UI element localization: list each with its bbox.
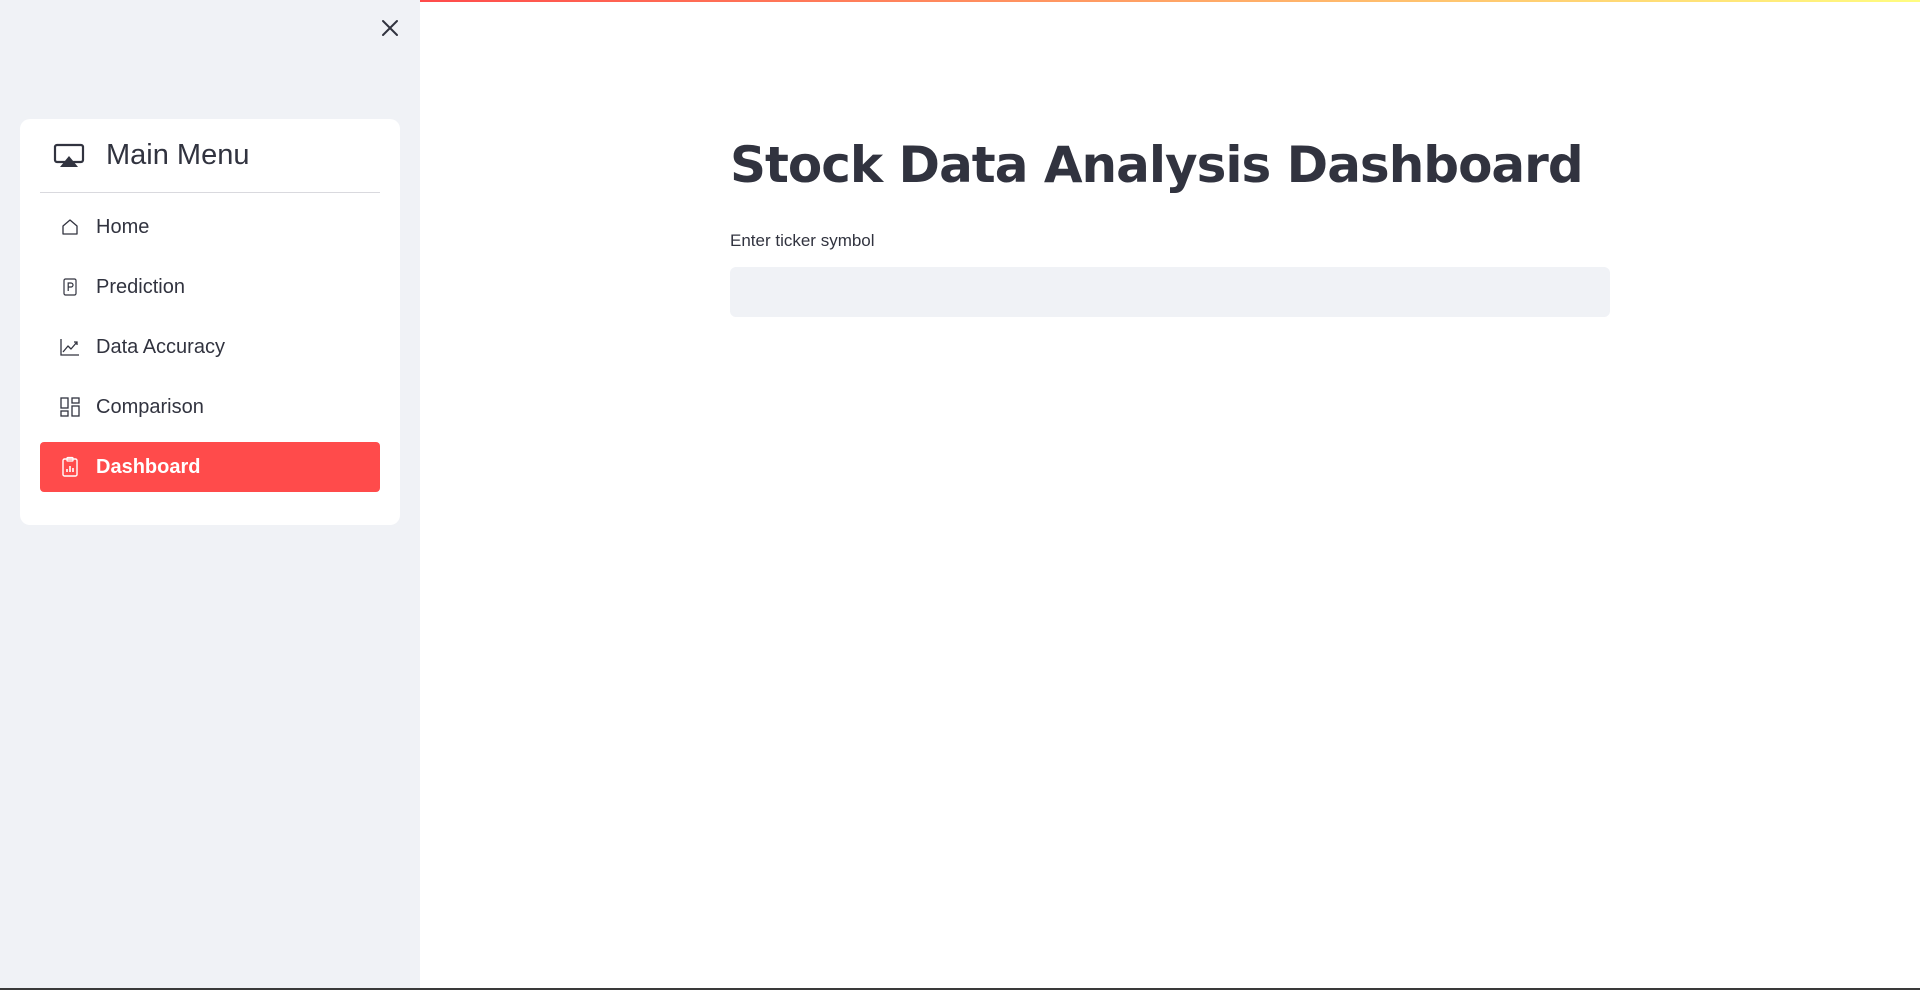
airplay-icon (53, 142, 85, 170)
menu-item-label: Comparison (96, 395, 204, 418)
p-square-icon (59, 276, 81, 298)
grid-icon (59, 396, 81, 418)
menu-item-prediction[interactable]: Prediction (40, 262, 380, 312)
menu-item-label: Prediction (96, 275, 185, 298)
page-title: Stock Data Analysis Dashboard (730, 136, 1584, 194)
ticker-input-label: Enter ticker symbol (730, 231, 875, 250)
menu-item-label: Dashboard (96, 455, 201, 478)
menu-item-comparison[interactable]: Comparison (40, 382, 380, 432)
menu-item-label: Data Accuracy (96, 335, 225, 358)
menu-item-home[interactable]: Home (40, 202, 380, 252)
graph-up-icon (59, 336, 81, 358)
menu-header: Main Menu (40, 119, 380, 193)
clipboard-data-icon (59, 456, 81, 478)
main-content: Stock Data Analysis Dashboard Enter tick… (420, 0, 1920, 990)
main-menu: Main Menu Home (20, 119, 400, 525)
menu-item-data-accuracy[interactable]: Data Accuracy (40, 322, 380, 372)
ticker-input[interactable] (730, 267, 1610, 317)
sidebar: Main Menu Home (0, 0, 420, 990)
close-icon[interactable] (381, 19, 399, 37)
house-icon (59, 216, 81, 238)
menu-item-dashboard[interactable]: Dashboard (40, 442, 380, 492)
menu-list: Home Prediction (40, 202, 380, 492)
close-sidebar-button[interactable] (376, 14, 404, 42)
menu-title: Main Menu (106, 139, 250, 171)
menu-item-label: Home (96, 215, 150, 238)
top-decoration-bar (420, 0, 1920, 2)
bottom-border (0, 988, 1920, 990)
